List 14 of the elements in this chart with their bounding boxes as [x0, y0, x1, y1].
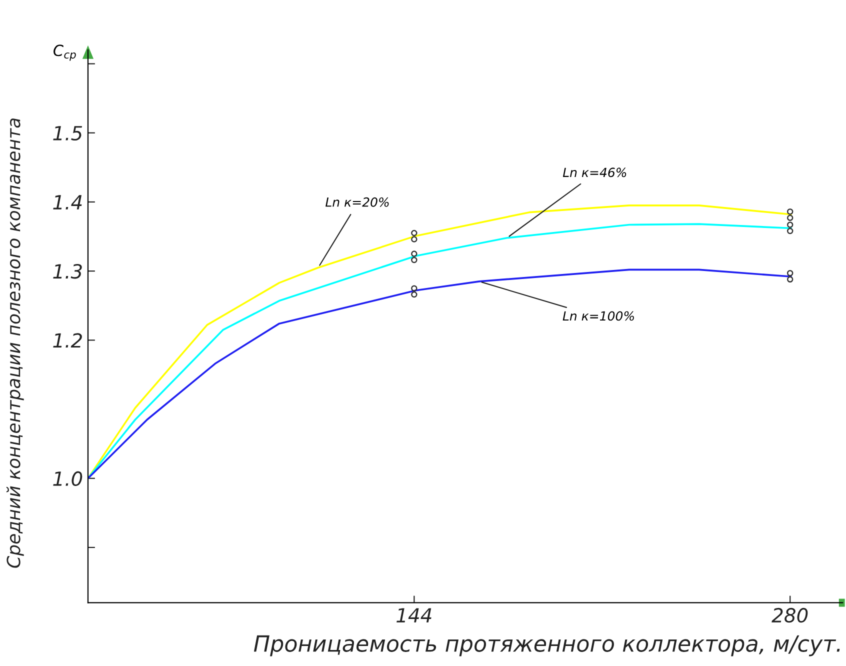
text: C$_{ср}$: [54, 44, 76, 61]
y-tick-label: 1.2: [53, 333, 82, 348]
y-tick-label: 1.3: [53, 264, 82, 279]
annotation: Ln к=100%: [562, 311, 634, 321]
y-tick-label: 1.0: [53, 471, 82, 486]
y-tick-label: 1.4: [53, 195, 82, 210]
y-tick-label: 1.5: [53, 126, 82, 141]
x-tick-label: 144: [396, 608, 432, 622]
y-axis-title: Средний концентрации полезного компанента: [6, 118, 24, 568]
x-tick-label: 280: [772, 608, 808, 623]
line-series: [88, 268, 792, 480]
annotation: Ln к=46%: [562, 168, 626, 178]
x-axis-title: Проницаемость протяженного коллектора, м/сут.: [254, 635, 840, 656]
annotation: Ln к=20%: [326, 197, 389, 207]
